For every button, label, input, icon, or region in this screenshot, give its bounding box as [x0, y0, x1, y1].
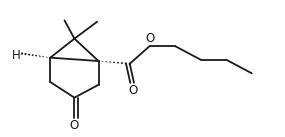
Text: O: O [145, 32, 154, 45]
Text: O: O [70, 119, 79, 132]
Text: O: O [128, 84, 137, 97]
Text: H: H [12, 49, 21, 62]
